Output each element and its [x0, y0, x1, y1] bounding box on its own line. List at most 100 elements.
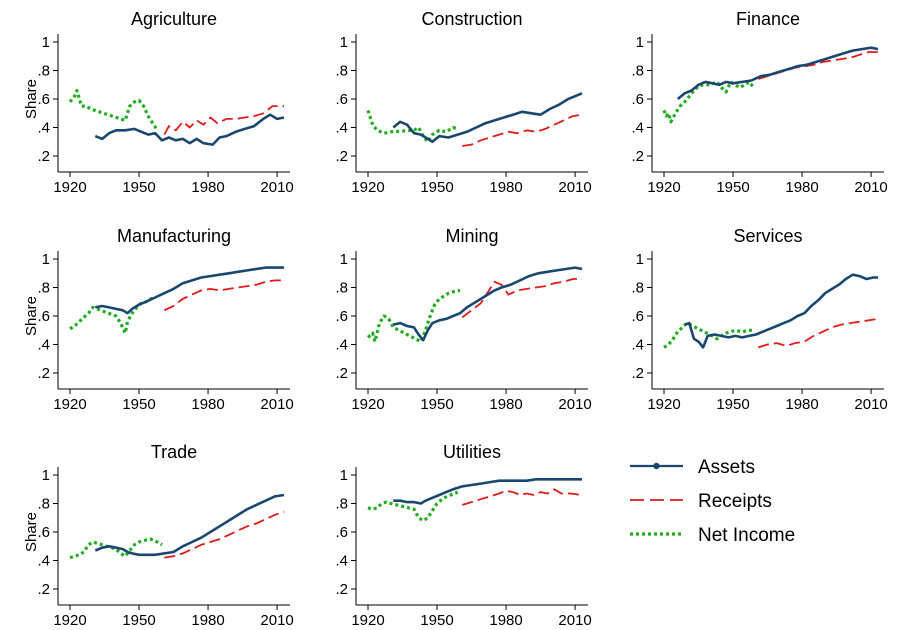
- y-tick-label: .8: [631, 280, 644, 297]
- panel-manufacturing: Manufacturing .2 .4 .6 .8 1 1920 1950 1980 2010 Sh…: [23, 226, 294, 413]
- y-tick-label: .4: [335, 120, 348, 137]
- y-tick-label: .4: [37, 553, 50, 570]
- panel-services: Services .2 .4 .6 .8 1 1920 1950 1980 2010: [631, 226, 887, 413]
- legend-marker-assets: [653, 462, 660, 470]
- series-line-assets: [94, 493, 285, 557]
- panel-title: Construction: [421, 9, 522, 29]
- y-tick-label: .4: [631, 120, 644, 137]
- x-tick-label: 1950: [122, 396, 155, 413]
- series-line-assets: [393, 266, 583, 342]
- y-tick-label: .4: [37, 120, 50, 137]
- y-tick-label: .4: [335, 553, 348, 570]
- y-tick-label: .6: [37, 308, 50, 325]
- y-tick-label: .8: [37, 63, 50, 80]
- y-axis-label: Share: [23, 79, 40, 119]
- series-line-receipts: [163, 105, 284, 136]
- series-line-receipts: [758, 51, 878, 80]
- panel-mining: Mining .2 .4 .6 .8 1 1920 1950 1980 2010: [335, 226, 591, 413]
- y-axis-label: Share: [23, 512, 40, 552]
- y-tick-label: .6: [335, 91, 348, 108]
- series-line-netincome: [69, 537, 163, 560]
- x-tick-label: 1920: [647, 396, 680, 413]
- y-tick-label: .6: [37, 524, 50, 541]
- series-line-netincome: [366, 109, 459, 144]
- x-tick-label: 1980: [489, 612, 522, 629]
- x-tick-label: 2010: [558, 179, 591, 196]
- y-tick-label: .8: [335, 280, 348, 297]
- x-tick-label: 1920: [53, 612, 86, 629]
- y-tick-label: .4: [631, 337, 644, 354]
- y-tick-label: .2: [335, 148, 348, 165]
- y-tick-label: 1: [42, 467, 50, 484]
- x-tick-label: 1920: [53, 396, 86, 413]
- y-tick-label: .6: [335, 308, 348, 325]
- legend: Assets Receipts Net Income: [630, 457, 795, 546]
- series-line-netincome: [663, 321, 754, 349]
- y-tick-label: 1: [636, 34, 644, 51]
- x-tick-label: 2010: [558, 612, 591, 629]
- series-line-receipts: [758, 318, 879, 349]
- panel-construction: Construction .2 .4 .6 .8 1 1920 1950 1980 2010: [335, 9, 591, 196]
- x-tick-label: 1950: [122, 612, 155, 629]
- x-tick-label: 1980: [489, 179, 522, 196]
- y-tick-label: .4: [335, 337, 348, 354]
- series-line-assets: [684, 273, 878, 349]
- series-line-receipts: [163, 279, 284, 312]
- x-tick-label: 1980: [191, 396, 224, 413]
- panel-title: Manufacturing: [117, 226, 231, 246]
- panel-agriculture: Agriculture .2 .4 .6 .8 1 1920 1950 1980 2010 Shar…: [23, 9, 294, 196]
- y-tick-label: .2: [335, 581, 348, 598]
- series-line-netincome: [662, 80, 755, 124]
- y-tick-label: .8: [37, 280, 50, 297]
- legend-label-assets: Assets: [698, 457, 755, 478]
- series-line-netincome: [366, 288, 461, 344]
- y-tick-label: .2: [631, 365, 644, 382]
- y-tick-label: 1: [340, 34, 348, 51]
- panel-title: Services: [733, 226, 802, 246]
- series-line-assets: [393, 478, 582, 505]
- series-line-netincome: [69, 295, 156, 335]
- series-line-assets: [94, 113, 285, 146]
- y-tick-label: .2: [631, 148, 644, 165]
- panel-utilities: Utilities .2 .4 .6 .8 1 1920 1950 1980 2010: [335, 442, 591, 629]
- x-tick-label: 1950: [420, 612, 453, 629]
- panel-title: Utilities: [443, 442, 501, 462]
- x-tick-label: 2010: [260, 179, 293, 196]
- panel-title: Agriculture: [131, 9, 217, 29]
- y-tick-label: .8: [335, 496, 348, 513]
- y-tick-label: .6: [631, 91, 644, 108]
- series-line-receipts: [461, 278, 582, 319]
- y-tick-label: .6: [335, 524, 348, 541]
- y-axis-label: Share: [23, 296, 40, 336]
- x-tick-label: 2010: [854, 179, 887, 196]
- x-tick-label: 1980: [191, 179, 224, 196]
- x-tick-label: 1920: [351, 396, 384, 413]
- legend-label-receipts: Receipts: [698, 491, 772, 512]
- x-tick-label: 1950: [122, 179, 155, 196]
- legend-label-netincome: Net Income: [698, 525, 795, 546]
- x-tick-label: 1920: [53, 179, 86, 196]
- series-line-assets: [95, 266, 284, 315]
- y-tick-label: .8: [335, 63, 348, 80]
- x-tick-label: 1920: [647, 179, 680, 196]
- panel-title: Trade: [151, 442, 197, 462]
- x-tick-label: 1920: [351, 612, 384, 629]
- y-tick-label: .6: [631, 308, 644, 325]
- series-line-receipts: [164, 511, 285, 559]
- y-tick-label: .4: [37, 337, 50, 354]
- x-tick-label: 1980: [489, 396, 522, 413]
- panel-trade: Trade .2 .4 .6 .8 1 1920 1950 1980 2010 Share: [23, 442, 294, 629]
- x-tick-label: 2010: [558, 396, 591, 413]
- series-line-netincome: [68, 88, 159, 132]
- panel-title: Mining: [445, 226, 498, 246]
- x-tick-label: 1980: [191, 612, 224, 629]
- y-tick-label: 1: [636, 251, 644, 268]
- y-tick-label: .2: [335, 365, 348, 382]
- series-line-netincome: [367, 490, 459, 523]
- y-tick-label: .6: [37, 91, 50, 108]
- x-tick-label: 1950: [716, 396, 749, 413]
- y-tick-label: .8: [631, 63, 644, 80]
- y-tick-label: .2: [37, 365, 50, 382]
- series-line-receipts: [462, 113, 583, 147]
